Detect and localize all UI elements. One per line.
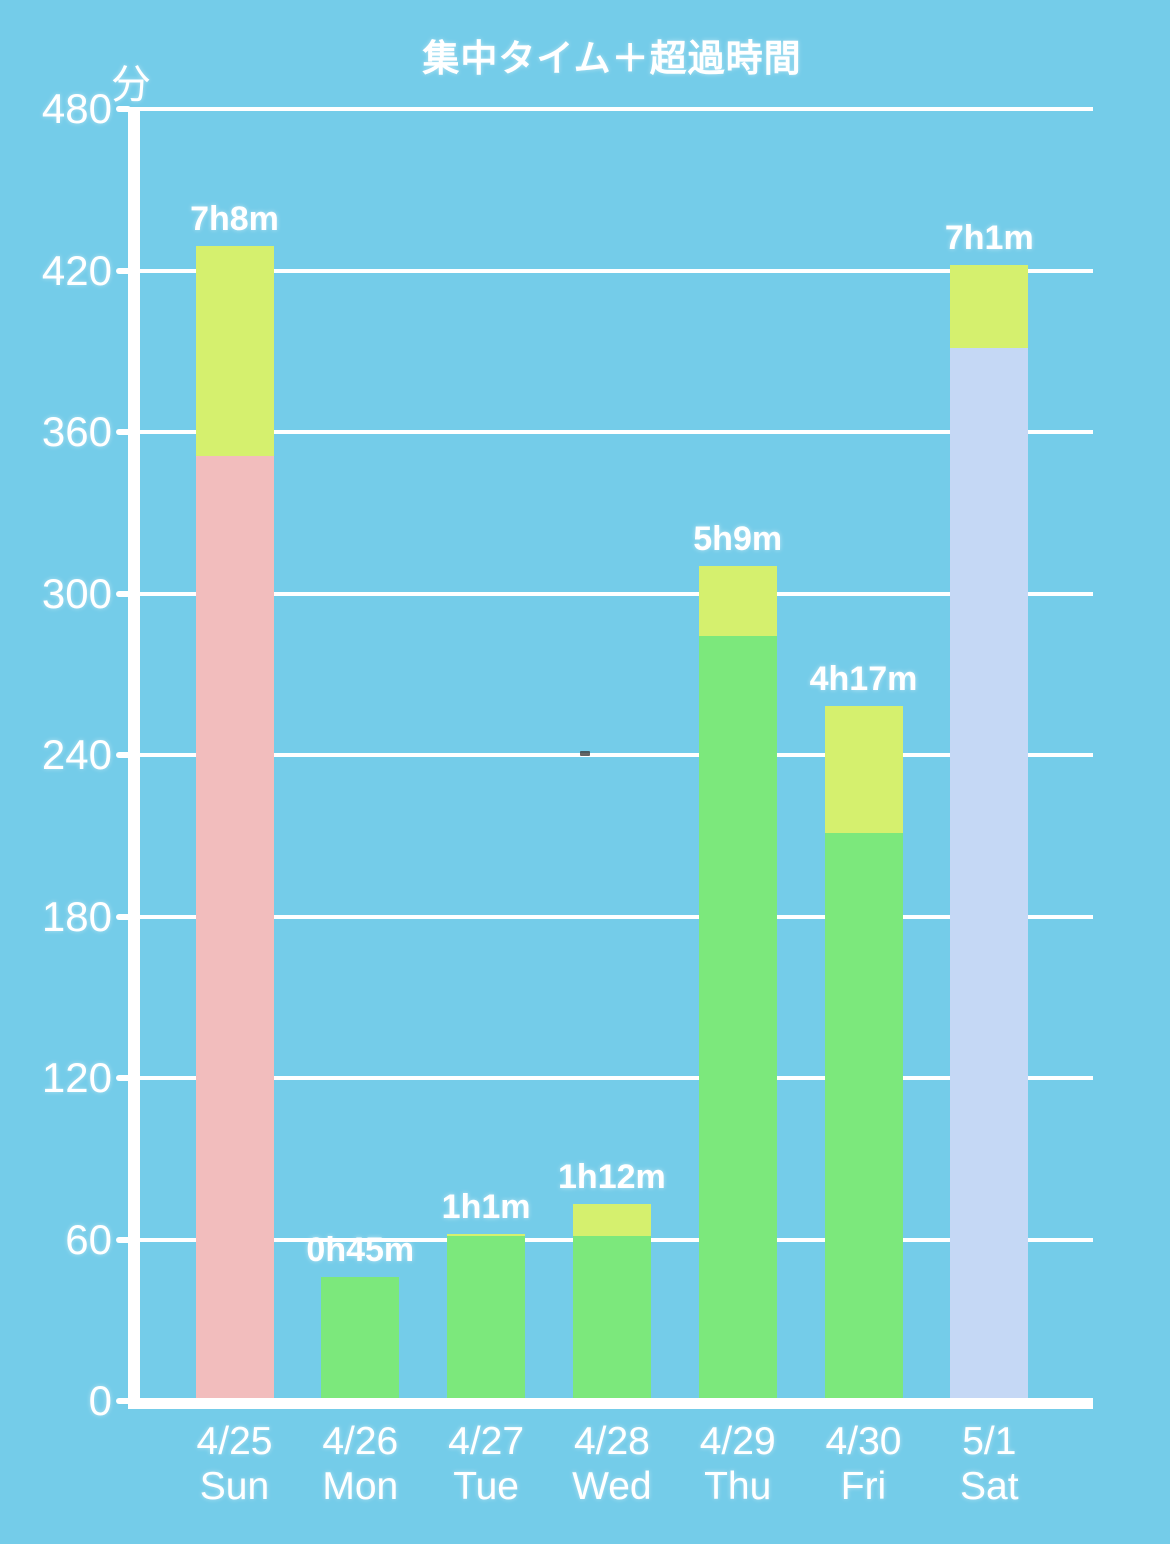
bar-value-label-4/30: 4h17m [809,660,918,699]
x-tick-label-4/27: 4/27 Tue [401,1419,571,1509]
x-tick-label-weekday: Thu [704,1465,772,1508]
bar-segment-focus-5/1 [950,348,1029,1398]
bar-value-label-5/1: 7h1m [944,218,1034,257]
y-tick-label-420: 420 [41,246,112,294]
y-tick-label-300: 300 [41,569,112,617]
x-tick-label-4/30: 4/30 Fri [779,1419,949,1509]
x-tick-label-date: 4/25 [196,1420,273,1463]
bar-segment-focus-4/25 [195,455,274,1398]
bar-value-label-4/29: 5h9m [693,520,783,559]
x-tick-label-weekday: Sun [199,1465,270,1508]
y-tick-mark-60 [116,1236,131,1243]
bar-value-label-4/28: 1h12m [558,1158,666,1197]
y-tick-mark-360 [116,429,131,435]
x-tick-label-date: 4/29 [699,1420,776,1463]
x-tick-label-4/25: 4/25 Sun [150,1419,320,1509]
y-tick-label-120: 120 [41,1054,112,1101]
x-axis-line [128,1398,1093,1409]
y-tick-mark-420 [116,267,131,274]
y-tick-label-0: 0 [88,1377,112,1424]
x-tick-label-date: 4/27 [448,1420,525,1463]
y-axis-unit-label: 分 [111,63,151,107]
y-tick-label-360: 360 [41,408,112,455]
smudge-artifact [580,751,590,756]
y-tick-label-180: 180 [41,892,112,940]
bar-4/29[interactable] [698,566,777,1398]
x-tick-label-4/26: 4/26 Mon [275,1419,445,1509]
bar-5/1[interactable] [950,264,1029,1398]
x-tick-label-4/29: 4/29 Thu [653,1419,823,1509]
x-tick-label-4/28: 4/28 Wed [527,1419,697,1509]
bar-segment-overtime-4/28 [572,1204,651,1237]
x-tick-label-weekday: Tue [453,1465,519,1508]
gridline-120 [131,1076,1093,1080]
x-tick-label-date: 4/28 [573,1420,650,1463]
bar-4/30[interactable] [824,706,903,1398]
x-tick-label-weekday: Sat [960,1465,1019,1508]
gridline-240 [131,753,1093,757]
bar-segment-overtime-4/27 [447,1233,526,1237]
gridline-480 [131,107,1093,111]
bar-4/28[interactable] [572,1204,651,1398]
x-tick-label-date: 4/30 [825,1420,902,1463]
y-tick-mark-480 [116,106,131,112]
x-tick-label-date: 5/1 [962,1420,1017,1463]
chart-title: 集中タイム＋超過時間 [422,38,802,79]
y-tick-mark-180 [116,913,131,920]
y-tick-label-480: 480 [41,85,112,132]
bar-segment-overtime-5/1 [950,264,1029,349]
bar-value-label-4/26: 0h45m [306,1230,415,1269]
x-tick-label-date: 4/26 [322,1420,399,1463]
bar-segment-focus-4/29 [698,636,777,1398]
bar-segment-focus-4/30 [824,832,903,1398]
bar-4/26[interactable] [321,1276,400,1398]
y-tick-label-60: 60 [65,1215,112,1263]
bar-4/27[interactable] [447,1233,526,1398]
bar-segment-overtime-4/30 [824,706,903,833]
bar-4/25[interactable] [195,245,274,1398]
bar-segment-focus-4/26 [321,1276,400,1398]
x-tick-label-weekday: Mon [322,1465,399,1508]
y-axis-line [128,107,140,1409]
bar-segment-focus-4/27 [447,1236,526,1398]
x-tick-label-weekday: Wed [572,1465,652,1508]
gridline-420 [131,268,1093,273]
bar-segment-overtime-4/25 [195,245,274,456]
bar-segment-overtime-4/29 [698,566,777,637]
gridline-180 [131,914,1093,919]
gridline-300 [131,591,1093,596]
y-tick-mark-120 [116,1075,131,1081]
y-tick-mark-300 [116,590,131,597]
y-tick-label-240: 240 [41,731,112,778]
y-tick-mark-240 [116,752,131,758]
bar-segment-focus-4/28 [572,1236,651,1398]
gridline-360 [131,430,1093,434]
x-tick-label-5/1: 5/1 Sat [904,1419,1074,1509]
y-tick-mark-0 [116,1398,131,1404]
bar-value-label-4/27: 1h1m [441,1187,531,1226]
x-tick-label-weekday: Fri [840,1465,887,1508]
bar-value-label-4/25: 7h8m [190,199,279,238]
